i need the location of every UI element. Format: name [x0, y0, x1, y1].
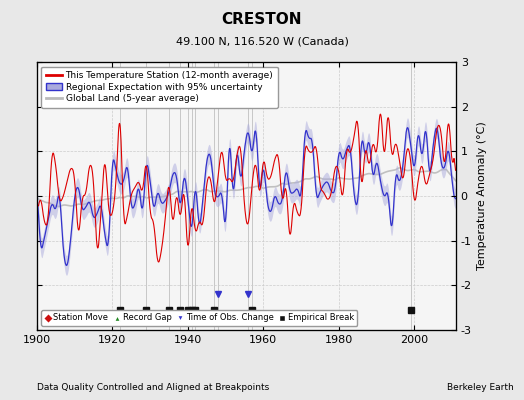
Text: 49.100 N, 116.520 W (Canada): 49.100 N, 116.520 W (Canada)	[176, 36, 348, 46]
Text: CRESTON: CRESTON	[222, 12, 302, 27]
Text: Berkeley Earth: Berkeley Earth	[447, 383, 514, 392]
Text: Data Quality Controlled and Aligned at Breakpoints: Data Quality Controlled and Aligned at B…	[37, 383, 269, 392]
Y-axis label: Temperature Anomaly (°C): Temperature Anomaly (°C)	[477, 122, 487, 270]
Legend: Station Move, Record Gap, Time of Obs. Change, Empirical Break: Station Move, Record Gap, Time of Obs. C…	[41, 310, 357, 326]
